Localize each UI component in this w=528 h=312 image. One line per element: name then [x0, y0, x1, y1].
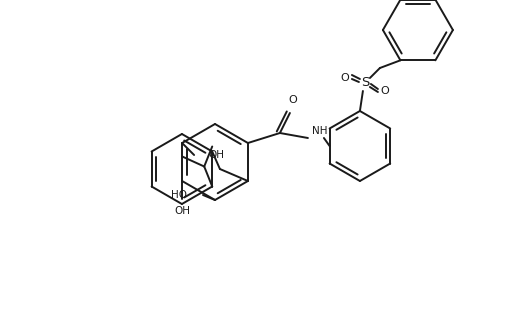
- Text: OH: OH: [174, 206, 190, 216]
- Text: NH: NH: [312, 126, 327, 136]
- Text: S: S: [361, 76, 369, 90]
- Text: O: O: [288, 95, 297, 105]
- Text: O: O: [381, 86, 389, 96]
- Text: O: O: [341, 73, 350, 83]
- Text: OH: OH: [208, 150, 224, 160]
- Text: HO: HO: [171, 190, 187, 200]
